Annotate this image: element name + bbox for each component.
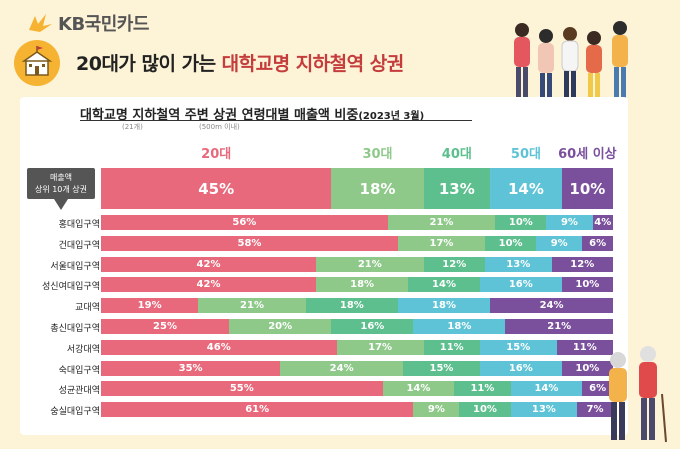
station-bar: 56% 21% 10% 9% 4% bbox=[101, 215, 613, 230]
bar-segment-20대: 42% bbox=[101, 277, 317, 293]
station-bar: 42% 21% 12% 13% 12% bbox=[101, 256, 613, 272]
bar-segment-40대: 16% bbox=[331, 319, 414, 334]
station-label: 성균관대역 bbox=[58, 386, 100, 397]
station-bar: 46% 17% 11% 15% 11% bbox=[101, 339, 613, 355]
brand-name: KB국민카드 bbox=[58, 14, 149, 35]
bar-segment-20대: 25% bbox=[101, 319, 229, 334]
bar-segment-20대: 58% bbox=[101, 235, 398, 251]
age-label-2: 40대 bbox=[441, 147, 472, 162]
bar-segment-50대: 18% bbox=[413, 319, 506, 334]
bar-segment-20대: 35% bbox=[101, 360, 281, 376]
bar-segment-50대: 18% bbox=[397, 298, 491, 314]
bar-segment-60세 이상: 6% bbox=[582, 235, 613, 251]
bar-segment-60세 이상: 21% bbox=[505, 319, 613, 334]
bar-segment-30대: 18% bbox=[316, 277, 409, 293]
radius-note: (500m 이내) bbox=[199, 123, 240, 131]
bar-segment-40대: 18% bbox=[305, 298, 398, 314]
bar-segment-60세 이상: 4% bbox=[592, 215, 613, 230]
kb-kookmin-card-logo: KB국민카드 bbox=[26, 10, 149, 36]
station-label: 서울대입구역 bbox=[50, 261, 100, 272]
station-bar: 25% 20% 16% 18% 21% bbox=[101, 319, 613, 334]
bar-segment-40대: 10% bbox=[484, 235, 537, 251]
bar-segment-50대: 16% bbox=[479, 277, 562, 293]
station-label: 숭실대입구역 bbox=[50, 407, 100, 418]
bar-segment-40대: 11% bbox=[423, 339, 480, 355]
bar-segment-60세 이상: 10% bbox=[561, 168, 613, 209]
bar-segment-20대: 19% bbox=[101, 298, 199, 314]
page-title: 20대가 많이 가는 대학교명 지하철역 상권 bbox=[76, 53, 404, 75]
bar-segment-30대: 14% bbox=[382, 381, 455, 397]
station-bar: 55% 14% 11% 14% 6% bbox=[101, 381, 613, 397]
bar-segment-40대: 13% bbox=[423, 168, 491, 209]
station-label: 숙대입구역 bbox=[58, 365, 100, 376]
bar-segment-20대: 45% bbox=[101, 168, 332, 209]
bar-segment-40대: 15% bbox=[403, 360, 480, 376]
bar-segment-30대: 21% bbox=[387, 215, 496, 230]
chart-title: 대학교명 지하철역 주변 상권 연령대별 매출액 비중(2023년 3월) bbox=[80, 108, 425, 123]
age-label-1: 30대 bbox=[362, 147, 393, 162]
station-bar: 19% 21% 18% 18% 24% bbox=[101, 298, 613, 314]
bar-segment-60세 이상: 10% bbox=[561, 277, 613, 293]
bar-segment-50대: 14% bbox=[490, 168, 562, 209]
bar-segment-50대: 9% bbox=[536, 235, 583, 251]
star-logo-icon bbox=[29, 14, 52, 32]
bar-segment-40대: 11% bbox=[454, 381, 511, 397]
bar-segment-30대: 17% bbox=[397, 235, 485, 251]
station-bar: 58% 17% 10% 9% 6% bbox=[101, 235, 613, 251]
elderly-couple-illustration bbox=[609, 346, 667, 443]
title-underline bbox=[80, 120, 472, 121]
bar-segment-30대: 17% bbox=[336, 339, 424, 355]
station-bar: 42% 18% 14% 16% 10% bbox=[101, 277, 613, 293]
bar-segment-30대: 24% bbox=[280, 360, 404, 376]
bar-segment-40대: 10% bbox=[459, 402, 511, 418]
top-10-badge: 매출액 상위 10개 상권 bbox=[27, 168, 95, 199]
bar-segment-30대: 20% bbox=[229, 319, 332, 334]
bar-segment-30대: 21% bbox=[198, 298, 306, 314]
bar-segment-50대: 9% bbox=[546, 215, 593, 230]
age-label-0: 20대 bbox=[201, 147, 232, 162]
station-label: 총신대입구역 bbox=[50, 324, 100, 334]
station-label: 건대입구역 bbox=[58, 240, 100, 251]
bar-segment-40대: 12% bbox=[423, 256, 485, 272]
bar-segment-50대: 13% bbox=[484, 256, 552, 272]
bar-segment-50대: 15% bbox=[479, 339, 557, 355]
bar-segment-20대: 56% bbox=[101, 215, 388, 230]
top-10-bar: 45% 18% 13% 14% 10% bbox=[101, 168, 613, 209]
bar-segment-30대: 21% bbox=[316, 256, 424, 272]
bar-segment-20대: 61% bbox=[101, 402, 414, 418]
bar-segment-60세 이상: 7% bbox=[577, 402, 613, 418]
bar-segment-50대: 13% bbox=[510, 402, 578, 418]
station-bar: 35% 24% 15% 16% 10% bbox=[101, 360, 613, 376]
bar-segment-60세 이상: 6% bbox=[582, 381, 613, 397]
bar-segment-20대: 46% bbox=[101, 339, 337, 355]
bar-segment-50대: 16% bbox=[479, 360, 562, 376]
bar-segment-30대: 18% bbox=[331, 168, 424, 209]
station-label: 홍대입구역 bbox=[58, 220, 100, 230]
bar-segment-20대: 42% bbox=[101, 256, 317, 272]
station-label: 서강대역 bbox=[66, 344, 100, 355]
station-label: 교대역 bbox=[75, 303, 100, 314]
young-people-illustration bbox=[514, 21, 628, 113]
age-label-3: 50대 bbox=[510, 147, 541, 162]
bar-segment-40대: 10% bbox=[495, 215, 547, 230]
bar-segment-60세 이상: 24% bbox=[490, 298, 613, 314]
university-building-icon bbox=[14, 40, 60, 86]
station-bar: 61% 9% 10% 13% 7% bbox=[101, 402, 613, 418]
bar-segment-60세 이상: 12% bbox=[551, 256, 613, 272]
station-label: 성신여대입구역 bbox=[42, 282, 100, 293]
age-label-4: 60세 이상 bbox=[558, 147, 617, 162]
down-arrow-icon bbox=[54, 199, 68, 210]
bar-segment-60세 이상: 11% bbox=[556, 339, 613, 355]
station-count-note: (21개) bbox=[122, 123, 143, 131]
bar-segment-20대: 55% bbox=[101, 381, 383, 397]
bar-segment-60세 이상: 10% bbox=[561, 360, 613, 376]
bar-segment-50대: 14% bbox=[510, 381, 583, 397]
bar-segment-30대: 9% bbox=[413, 402, 460, 418]
bar-segment-40대: 14% bbox=[408, 277, 480, 293]
